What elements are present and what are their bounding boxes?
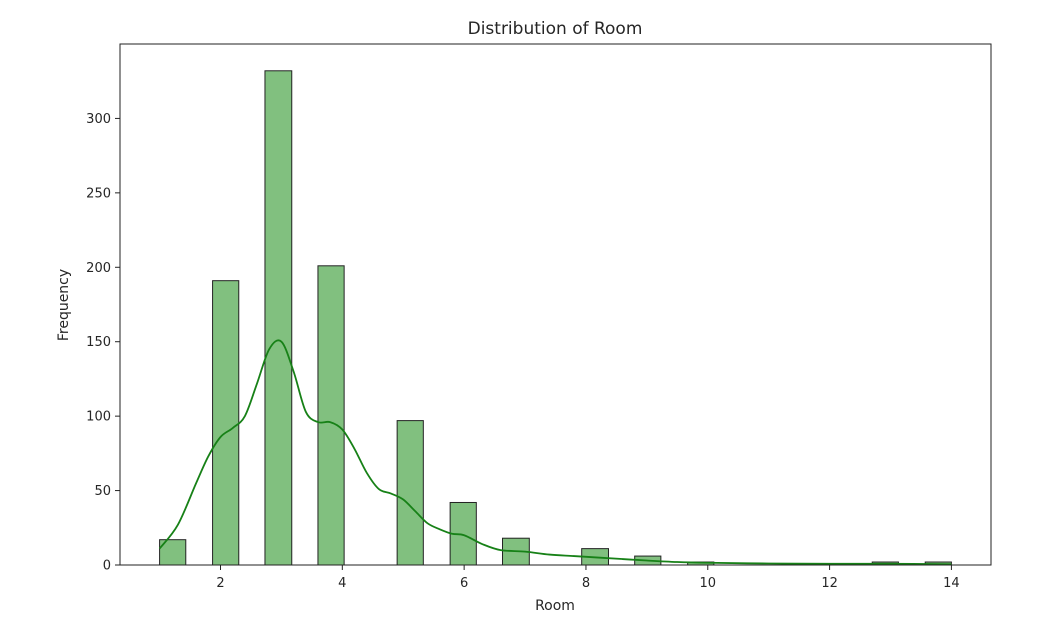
y-tick-label: 300 [86,112,111,127]
histogram-bar [212,280,240,566]
y-tick-label: 0 [103,559,111,574]
y-axis-label: Frequency [56,269,72,341]
y-tick-label: 250 [86,186,111,201]
y-tick-label: 50 [94,484,111,499]
x-tick-label: 6 [460,576,468,591]
x-axis-ticks: 2 4 6 8 10 12 14 [216,565,960,591]
histogram-bar [317,265,345,566]
y-tick-label: 200 [86,261,111,276]
plot-area-frame [119,43,992,566]
x-tick-label: 4 [338,576,346,591]
kde-layer [158,339,952,566]
y-tick-label: 150 [86,335,111,350]
chart-title: Distribution of Room [468,19,643,39]
kde-curve [158,339,952,566]
y-tick-label: 100 [86,410,111,425]
y-axis-ticks: 0 50 100 150 200 250 300 [86,112,120,574]
x-tick-label: 8 [582,576,590,591]
x-tick-label: 14 [943,576,960,591]
x-tick-label: 10 [699,576,716,591]
histogram-bar [264,70,293,566]
histogram-bar [396,420,424,566]
bars-layer [159,70,952,566]
x-axis-label: Room [535,598,575,614]
x-tick-label: 2 [216,576,224,591]
x-tick-label: 12 [821,576,838,591]
